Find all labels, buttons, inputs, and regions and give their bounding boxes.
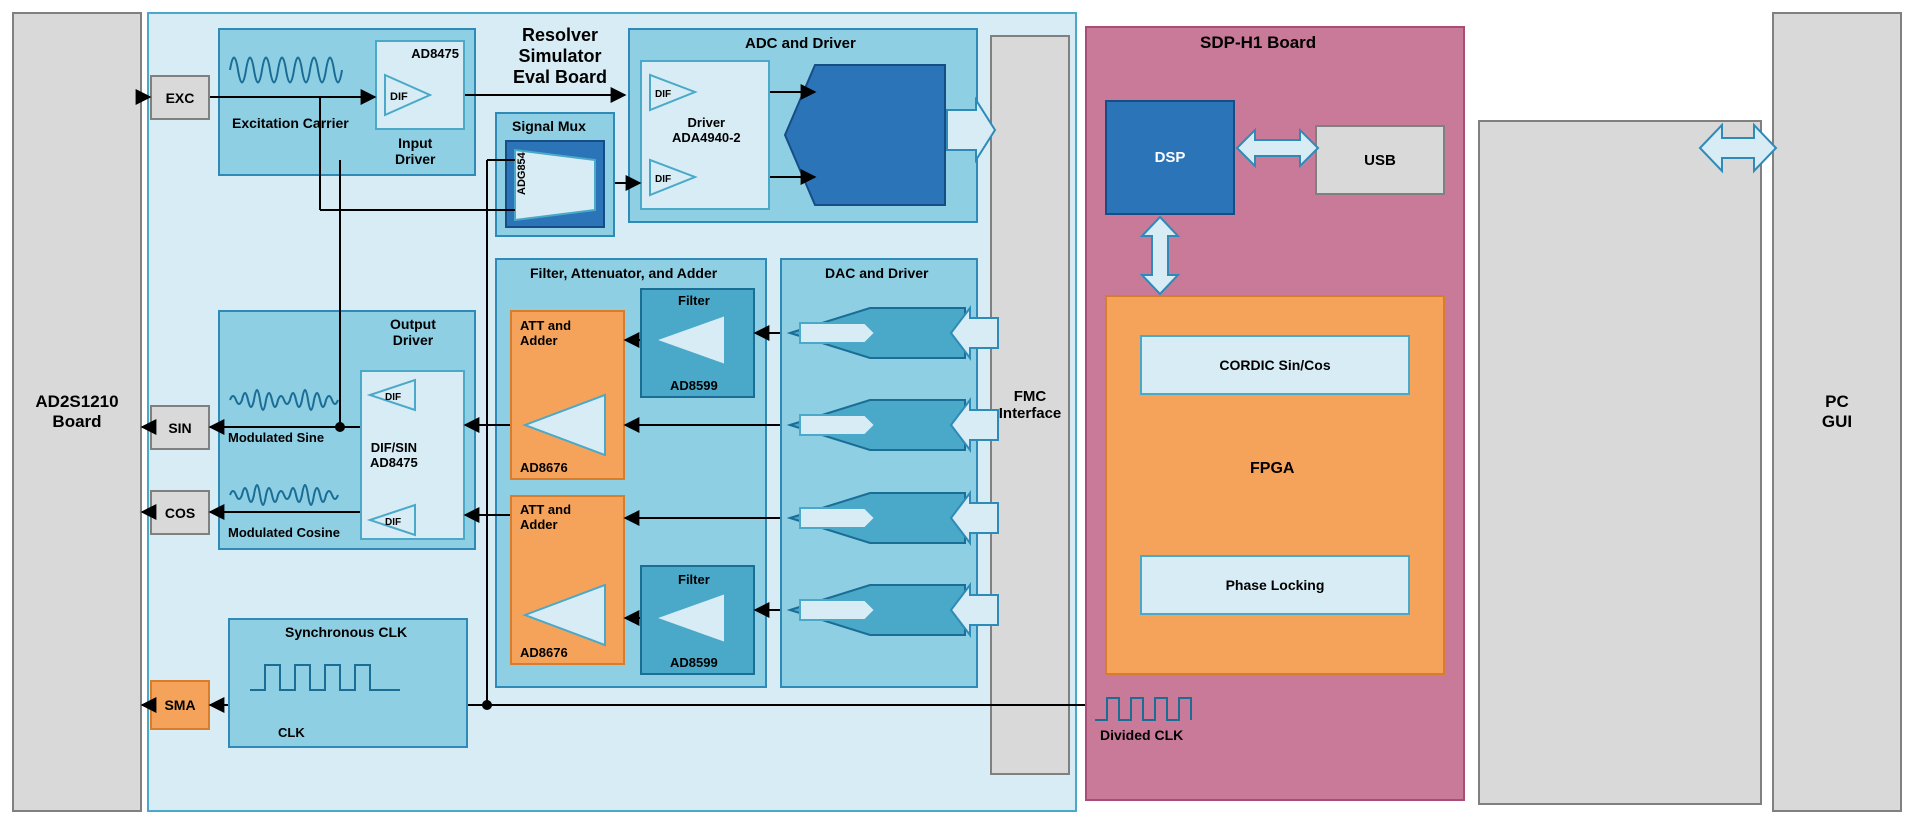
adg854-chip xyxy=(505,140,605,228)
dac3-dac: DAC AD5791 xyxy=(880,500,924,528)
flt1-chip: AD8599 xyxy=(670,378,718,393)
divclk-label: Divided CLK xyxy=(1100,727,1183,743)
dac-title: DAC and Driver xyxy=(825,265,928,281)
ch2-label: CH2 xyxy=(820,172,844,186)
mod-cos: Modulated Cosine xyxy=(228,525,340,540)
att2-title: ATT and Adder xyxy=(520,502,571,532)
diagram-canvas: AD2S1210 Board SDP-H1 Board PC GUI FMC I… xyxy=(0,0,1912,829)
usb-inner: USB xyxy=(1315,125,1445,195)
flt2-title: Filter xyxy=(678,572,710,587)
exc-port: EXC xyxy=(150,75,210,120)
dac4-dac: DAC AD5791 xyxy=(880,593,924,621)
phase-block: Phase Locking xyxy=(1140,555,1410,615)
att1-chip: AD8676 xyxy=(520,460,568,475)
sync-clk: CLK xyxy=(278,725,305,740)
flt1-title: Filter xyxy=(678,293,710,308)
filter-title: Filter, Attenuator, and Adder xyxy=(530,265,717,281)
sma-label: SMA xyxy=(164,697,195,713)
usb-block xyxy=(1478,120,1762,805)
ad8475-label: AD8475 xyxy=(411,46,459,61)
dac1-dac: DAC AD5791 xyxy=(880,315,924,343)
dac1-drv: ADA4898 xyxy=(808,327,856,339)
fmc-label: FMC Interface xyxy=(999,388,1062,422)
ch1-label: CH1 xyxy=(820,82,844,96)
exc-label: EXC xyxy=(166,90,195,106)
eval-title: Resolver Simulator Eval Board xyxy=(500,25,620,88)
pc-gui: PC GUI xyxy=(1772,12,1902,812)
dac2-drv: ADA4898 xyxy=(808,420,856,432)
adc-label: ADC AD7380 xyxy=(855,115,906,147)
exc-title: Excitation Carrier xyxy=(232,115,349,131)
att2-chip: AD8676 xyxy=(520,645,568,660)
ad8475-chip: AD8475 xyxy=(375,40,465,130)
dac3-drv: ADA4898 xyxy=(808,512,856,524)
dac-block xyxy=(780,258,978,688)
pc-gui-label: PC GUI xyxy=(1822,392,1852,432)
sma-port: SMA xyxy=(150,680,210,730)
cos-port: COS xyxy=(150,490,210,535)
outdrv-chip-label: DIF/SIN AD8475 xyxy=(370,440,418,470)
mod-sine: Modulated Sine xyxy=(228,430,324,445)
outdrv-title: Output Driver xyxy=(390,316,436,348)
usb-label: USB xyxy=(1364,152,1396,169)
cordic-label: CORDIC Sin/Cos xyxy=(1219,357,1330,373)
fpga-label: FPGA xyxy=(1250,460,1294,478)
cos-label: COS xyxy=(165,505,195,521)
sdp-title: SDP-H1 Board xyxy=(1200,33,1316,53)
att1-title: ATT and Adder xyxy=(520,318,571,348)
driver-label: Driver ADA4940-2 xyxy=(672,115,741,145)
ad2s1210-label: AD2S1210 Board xyxy=(35,392,118,432)
dac2-dac: DAC AD5791 xyxy=(880,408,924,436)
sin-label: SIN xyxy=(168,420,191,436)
sin-port: SIN xyxy=(150,405,210,450)
mux-title: Signal Mux xyxy=(512,118,586,134)
sync-title: Synchronous CLK xyxy=(285,624,407,640)
ad2s1210-board: AD2S1210 Board xyxy=(12,12,142,812)
adc-title: ADC and Driver xyxy=(745,35,856,52)
flt2-chip: AD8599 xyxy=(670,655,718,670)
dsp-block: DSP xyxy=(1105,100,1235,215)
cordic-block: CORDIC Sin/Cos xyxy=(1140,335,1410,395)
dsp-label: DSP xyxy=(1155,149,1186,166)
phase-label: Phase Locking xyxy=(1226,577,1325,593)
dac4-drv: ADA4898 xyxy=(808,605,856,617)
input-driver-label: Input Driver xyxy=(395,135,435,167)
fmc-interface: FMC Interface xyxy=(990,35,1070,775)
